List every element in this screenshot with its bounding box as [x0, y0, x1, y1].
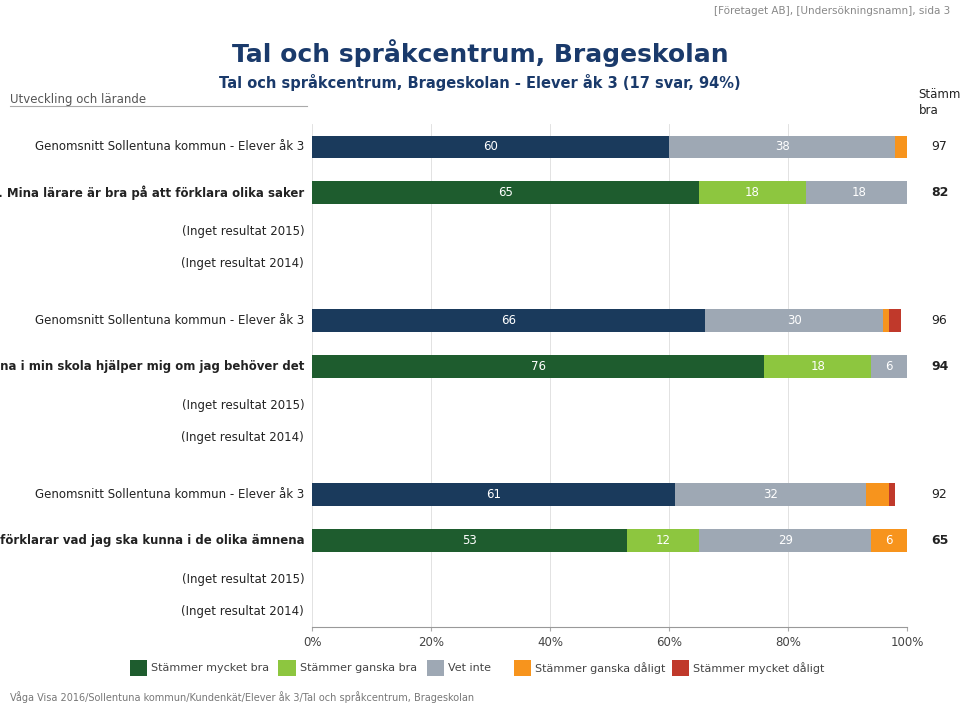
Bar	[883, 309, 889, 333]
Text: 60: 60	[483, 140, 498, 153]
Text: (Inget resultat 2015): (Inget resultat 2015)	[181, 225, 304, 238]
Text: (Inget resultat 2014): (Inget resultat 2014)	[181, 605, 304, 618]
Bar	[312, 355, 764, 378]
Text: 6: 6	[885, 360, 893, 373]
Text: [Företaget AB], [Undersökningsnamn], sida 3: [Företaget AB], [Undersökningsnamn], sid…	[714, 6, 950, 16]
Text: (Inget resultat 2014): (Inget resultat 2014)	[181, 257, 304, 270]
Text: 18: 18	[810, 360, 826, 373]
Text: 18: 18	[852, 186, 867, 199]
Bar	[628, 529, 699, 552]
Text: Stämmer
bra: Stämmer bra	[919, 88, 960, 117]
Text: (Inget resultat 2014): (Inget resultat 2014)	[181, 431, 304, 444]
Bar	[889, 484, 896, 506]
Bar	[312, 309, 705, 333]
Text: 76: 76	[531, 360, 545, 373]
Text: Utveckling och lärande: Utveckling och lärande	[10, 94, 146, 106]
Text: Stämmer ganska dåligt: Stämmer ganska dåligt	[535, 662, 665, 674]
Bar	[699, 529, 872, 552]
Bar	[669, 135, 896, 158]
Text: (Inget resultat 2015): (Inget resultat 2015)	[181, 399, 304, 412]
Bar	[705, 309, 883, 333]
Text: Stämmer ganska bra: Stämmer ganska bra	[300, 663, 417, 673]
Bar	[312, 484, 675, 506]
Text: 94: 94	[931, 360, 948, 373]
Text: 82: 82	[931, 186, 948, 199]
Text: Genomsnitt Sollentuna kommun - Elever åk 3: Genomsnitt Sollentuna kommun - Elever åk…	[35, 140, 304, 153]
Text: 2. Mina lärare är bra på att förklara olika saker: 2. Mina lärare är bra på att förklara ol…	[0, 186, 304, 200]
Text: Våga Visa 2016/Sollentuna kommun/Kundenkät/Elever åk 3/Tal och språkcentrum, Bra: Våga Visa 2016/Sollentuna kommun/Kundenk…	[10, 691, 473, 703]
Text: 92: 92	[931, 489, 947, 501]
Bar	[312, 182, 699, 204]
Text: 38: 38	[775, 140, 789, 153]
Bar	[889, 309, 901, 333]
Bar	[866, 484, 889, 506]
Text: 32: 32	[763, 489, 778, 501]
Bar	[699, 182, 806, 204]
Text: 97: 97	[931, 140, 947, 153]
Text: 30: 30	[787, 314, 802, 328]
Bar	[764, 355, 872, 378]
Text: 3. Lärarna i min skola hjälper mig om jag behöver det: 3. Lärarna i min skola hjälper mig om ja…	[0, 360, 304, 373]
Bar	[872, 529, 907, 552]
Text: 61: 61	[486, 489, 501, 501]
Text: 4. Mina lärare förklarar vad jag ska kunna i de olika ämnena: 4. Mina lärare förklarar vad jag ska kun…	[0, 534, 304, 547]
Text: 18: 18	[745, 186, 760, 199]
Bar	[806, 182, 913, 204]
Bar	[312, 529, 628, 552]
Text: Stämmer mycket dåligt: Stämmer mycket dåligt	[693, 662, 825, 674]
Bar	[872, 355, 907, 378]
Text: 96: 96	[931, 314, 947, 328]
Bar	[312, 135, 669, 158]
Text: 12: 12	[656, 534, 671, 547]
Text: Genomsnitt Sollentuna kommun - Elever åk 3: Genomsnitt Sollentuna kommun - Elever åk…	[35, 314, 304, 328]
Text: Tal och språkcentrum, Brageskolan: Tal och språkcentrum, Brageskolan	[231, 39, 729, 67]
Text: 29: 29	[778, 534, 793, 547]
Text: (Inget resultat 2015): (Inget resultat 2015)	[181, 573, 304, 586]
Text: 66: 66	[501, 314, 516, 328]
Bar	[896, 135, 907, 158]
Text: Vet inte: Vet inte	[448, 663, 492, 673]
Text: 65: 65	[931, 534, 948, 547]
Text: 6: 6	[885, 534, 893, 547]
Text: 53: 53	[463, 534, 477, 547]
Text: Stämmer mycket bra: Stämmer mycket bra	[151, 663, 269, 673]
Bar	[675, 484, 866, 506]
Text: Genomsnitt Sollentuna kommun - Elever åk 3: Genomsnitt Sollentuna kommun - Elever åk…	[35, 489, 304, 501]
Text: Tal och språkcentrum, Brageskolan - Elever åk 3 (17 svar, 94%): Tal och språkcentrum, Brageskolan - Elev…	[219, 74, 741, 91]
Text: 65: 65	[498, 186, 513, 199]
